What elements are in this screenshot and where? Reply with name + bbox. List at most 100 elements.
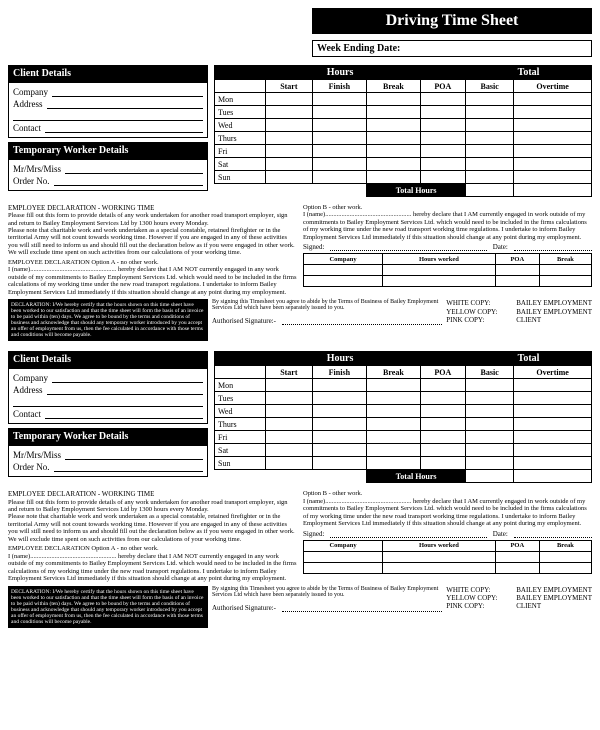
cell[interactable] <box>266 392 312 405</box>
cell[interactable] <box>420 379 465 392</box>
cell[interactable] <box>266 431 312 444</box>
cell[interactable] <box>312 93 367 106</box>
contact-input[interactable] <box>45 409 203 419</box>
cell[interactable] <box>466 379 514 392</box>
cell[interactable] <box>466 405 514 418</box>
cell[interactable] <box>514 444 592 457</box>
cell[interactable] <box>514 119 592 132</box>
cell[interactable] <box>304 551 383 562</box>
total-basic[interactable] <box>466 184 514 197</box>
cell[interactable] <box>367 171 420 184</box>
auth-sig-input[interactable] <box>282 604 442 612</box>
cell[interactable] <box>514 158 592 171</box>
cell[interactable] <box>420 431 465 444</box>
cell[interactable] <box>466 106 514 119</box>
date-input[interactable] <box>514 243 592 251</box>
cell[interactable] <box>420 405 465 418</box>
cell[interactable] <box>383 562 496 573</box>
address-input[interactable] <box>47 385 204 395</box>
cell[interactable] <box>420 106 465 119</box>
cell[interactable] <box>420 158 465 171</box>
cell[interactable] <box>367 379 420 392</box>
cell[interactable] <box>514 431 592 444</box>
cell[interactable] <box>266 418 312 431</box>
cell[interactable] <box>266 457 312 470</box>
cell[interactable] <box>466 132 514 145</box>
cell[interactable] <box>495 265 539 276</box>
cell[interactable] <box>266 119 312 132</box>
cell[interactable] <box>420 418 465 431</box>
cell[interactable] <box>514 405 592 418</box>
cell[interactable] <box>312 392 367 405</box>
cell[interactable] <box>312 119 367 132</box>
cell[interactable] <box>312 457 367 470</box>
address-input-2[interactable] <box>13 111 203 121</box>
cell[interactable] <box>266 132 312 145</box>
orderno-input[interactable] <box>54 176 204 186</box>
cell[interactable] <box>312 379 367 392</box>
cell[interactable] <box>420 132 465 145</box>
cell[interactable] <box>367 158 420 171</box>
cell[interactable] <box>367 444 420 457</box>
cell[interactable] <box>383 551 496 562</box>
cell[interactable] <box>304 562 383 573</box>
title-input[interactable] <box>65 164 203 174</box>
cell[interactable] <box>514 106 592 119</box>
address-input-2[interactable] <box>13 397 203 407</box>
cell[interactable] <box>367 392 420 405</box>
signed-input[interactable] <box>330 530 486 538</box>
cell[interactable] <box>266 106 312 119</box>
total-basic[interactable] <box>466 470 514 483</box>
cell[interactable] <box>514 418 592 431</box>
cell[interactable] <box>312 158 367 171</box>
cell[interactable] <box>266 158 312 171</box>
cell[interactable] <box>514 457 592 470</box>
contact-input[interactable] <box>45 123 203 133</box>
cell[interactable] <box>367 119 420 132</box>
cell[interactable] <box>466 431 514 444</box>
cell[interactable] <box>367 93 420 106</box>
cell[interactable] <box>367 145 420 158</box>
cell[interactable] <box>466 158 514 171</box>
cell[interactable] <box>466 457 514 470</box>
cell[interactable] <box>466 392 514 405</box>
cell[interactable] <box>312 405 367 418</box>
cell[interactable] <box>514 392 592 405</box>
cell[interactable] <box>495 562 539 573</box>
cell[interactable] <box>367 405 420 418</box>
cell[interactable] <box>466 145 514 158</box>
total-overtime[interactable] <box>514 184 592 197</box>
cell[interactable] <box>312 418 367 431</box>
cell[interactable] <box>495 276 539 287</box>
cell[interactable] <box>466 444 514 457</box>
cell[interactable] <box>466 171 514 184</box>
cell[interactable] <box>466 418 514 431</box>
address-input[interactable] <box>47 99 204 109</box>
cell[interactable] <box>266 171 312 184</box>
cell[interactable] <box>420 119 465 132</box>
cell[interactable] <box>312 132 367 145</box>
cell[interactable] <box>539 551 591 562</box>
auth-sig-input[interactable] <box>282 317 442 325</box>
cell[interactable] <box>367 132 420 145</box>
cell[interactable] <box>304 265 383 276</box>
cell[interactable] <box>367 457 420 470</box>
signed-input[interactable] <box>330 243 486 251</box>
company-input[interactable] <box>52 373 203 383</box>
cell[interactable] <box>312 431 367 444</box>
date-input[interactable] <box>514 530 592 538</box>
cell[interactable] <box>514 93 592 106</box>
cell[interactable] <box>539 562 591 573</box>
cell[interactable] <box>539 276 591 287</box>
cell[interactable] <box>495 551 539 562</box>
cell[interactable] <box>266 93 312 106</box>
cell[interactable] <box>367 106 420 119</box>
cell[interactable] <box>466 93 514 106</box>
cell[interactable] <box>420 145 465 158</box>
cell[interactable] <box>539 265 591 276</box>
cell[interactable] <box>266 405 312 418</box>
cell[interactable] <box>420 457 465 470</box>
cell[interactable] <box>304 276 383 287</box>
cell[interactable] <box>383 276 496 287</box>
cell[interactable] <box>312 145 367 158</box>
